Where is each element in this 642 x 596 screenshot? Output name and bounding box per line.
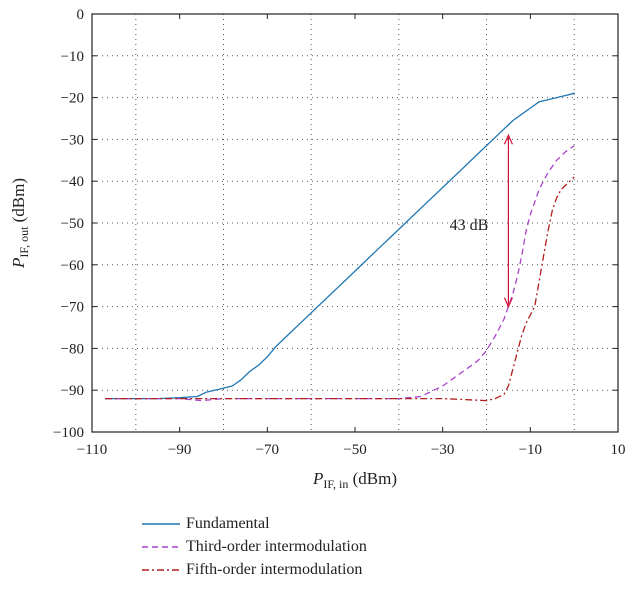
y-axis-title: PIF, out (dBm) xyxy=(9,178,31,269)
x-tick-label-6: 10 xyxy=(611,442,626,458)
annotation-label-0: 43 dB xyxy=(450,217,489,234)
x-tick-label-0: −110 xyxy=(77,442,107,458)
y-axis-title-sub: IF, out xyxy=(17,226,31,258)
legend-label-fifth-order: Fifth-order intermodulation xyxy=(186,560,363,578)
annotation-arrowhead-top-0 xyxy=(503,133,513,145)
ticks: −110 −90 −70 −50 −30 −10 10 0 −10 −20 −30 −40 −50 −60… xyxy=(53,7,625,458)
x-tick-label-5: −10 xyxy=(519,442,542,458)
y-tick-label-9: −90 xyxy=(61,383,84,399)
x-tick-label-2: −70 xyxy=(256,442,279,458)
y-tick-label-4: −40 xyxy=(61,174,84,190)
y-tick-label-10: −100 xyxy=(53,425,84,441)
y-axis-title-main: P xyxy=(9,258,28,269)
legend-item-fifth-order: Fifth-order intermodulation xyxy=(142,558,367,581)
series-line-2 xyxy=(105,176,575,402)
y-tick-label-2: −20 xyxy=(61,91,84,107)
x-tick-label-3: −50 xyxy=(343,442,366,458)
y-tick-label-1: −10 xyxy=(61,49,84,65)
legend-swatch-third-order xyxy=(142,545,180,548)
y-tick-label-5: −50 xyxy=(61,216,84,232)
x-axis-title: PIF, in (dBm) xyxy=(312,469,397,491)
y-tick-label-0: 0 xyxy=(77,7,85,23)
annotation-layer: 43 dB xyxy=(450,133,513,309)
y-tick-label-7: −70 xyxy=(61,300,84,316)
x-tick-label-4: −30 xyxy=(431,442,454,458)
plot-frame xyxy=(91,13,619,433)
series-line-1 xyxy=(105,145,575,402)
legend-item-fundamental: Fundamental xyxy=(142,512,367,535)
x-axis-title-unit: (dBm) xyxy=(348,469,397,488)
x-axis-title-sub: IF, in xyxy=(323,477,348,491)
series-layer xyxy=(105,92,575,402)
legend: Fundamental Third-order intermodulation … xyxy=(142,512,367,581)
legend-item-third-order: Third-order intermodulation xyxy=(142,535,367,558)
grid xyxy=(92,14,618,432)
legend-swatch-fifth-order xyxy=(142,568,180,571)
y-tick-label-6: −60 xyxy=(61,258,84,274)
legend-label-third-order: Third-order intermodulation xyxy=(186,537,367,555)
y-tick-label-8: −80 xyxy=(61,341,84,357)
x-tick-label-1: −90 xyxy=(168,442,191,458)
x-axis-title-main: P xyxy=(312,469,323,488)
chart: 43 dB −110 −90 −70 −50 −30 −10 10 0 −10 −20 −30 −40… xyxy=(9,7,626,491)
series-line-0 xyxy=(105,92,575,400)
legend-swatch-fundamental xyxy=(142,522,180,525)
annotation-arrowhead-bottom-0 xyxy=(503,297,513,309)
legend-label-fundamental: Fundamental xyxy=(186,514,270,532)
y-tick-label-3: −30 xyxy=(61,132,84,148)
y-axis-title-unit: (dBm) xyxy=(9,178,28,227)
